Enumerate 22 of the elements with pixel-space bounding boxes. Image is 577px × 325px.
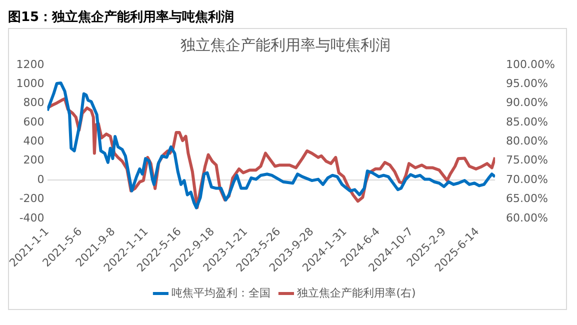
y2-tick-label: 85.00% [506,115,548,128]
y-tick-label: -200 [19,192,44,206]
y2-tick-label: 60.00% [506,211,548,224]
legend-label: 吨焦平均盈利：全国 [172,286,271,300]
chart-subtitle: 独立焦企产能利用率与吨焦利润 [180,36,390,54]
y-tick-label: 200 [23,154,44,167]
y-tick-label: 1000 [16,77,44,90]
y2-tick-label: 100.00% [506,58,556,71]
y-tick-label: -400 [19,211,44,224]
y-tick-label: 400 [23,134,44,148]
chart-title: 图15：独立焦企产能利用率与吨焦利润 [8,8,236,26]
y-tick-label: 800 [23,96,44,110]
y-tick-label: 600 [23,115,44,128]
y2-tick-label: 75.00% [506,154,548,167]
y2-tick-label: 65.00% [506,192,548,206]
legend-label: 独立焦企产能利用率(右) [297,286,416,300]
y2-tick-label: 80.00% [506,134,548,148]
y2-tick-label: 90.00% [506,96,548,110]
y2-tick-label: 70.00% [506,172,548,186]
y2-tick-label: 95.00% [506,77,548,90]
y-tick-label: 1200 [16,58,44,71]
y-tick-label: 0 [37,172,44,186]
